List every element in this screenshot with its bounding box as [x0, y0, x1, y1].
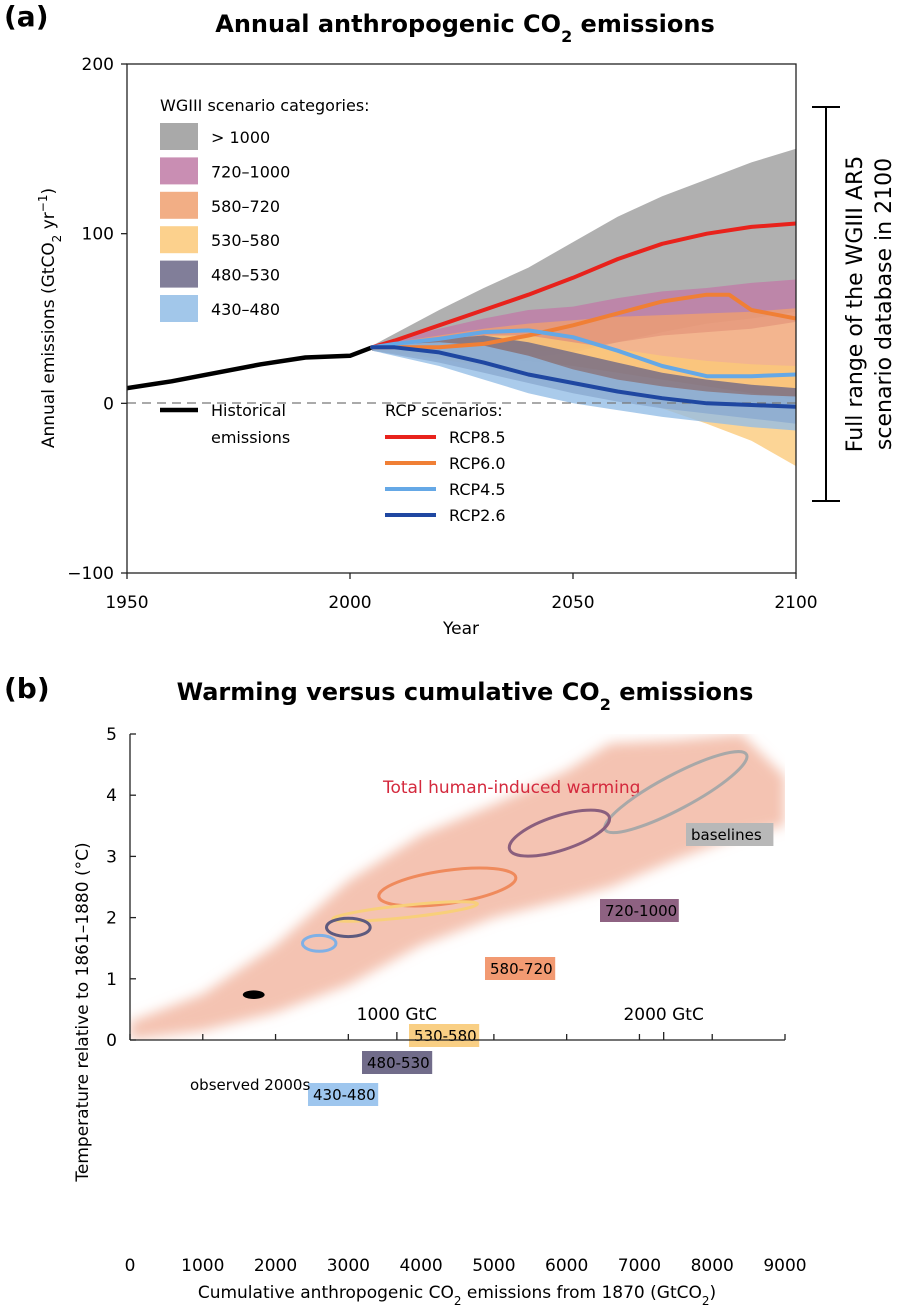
x-tick-label: 5000: [472, 1256, 515, 1276]
series-line-rcp2-6: [370, 345, 796, 409]
panel-a-label: (a): [4, 0, 49, 33]
panel-b-xlabel: Cumulative anthropogenic CO2 emissions f…: [198, 1283, 716, 1308]
ellipse-480-530: [325, 916, 372, 939]
rcp-legend-label-rcp2-6: RCP2.6: [449, 506, 506, 525]
x-tick-label: 3000: [327, 1256, 370, 1276]
label-box-720-1000: [600, 899, 679, 922]
y-tick-label: 0: [106, 1031, 117, 1051]
range-bar: Full range of the WGIII AR5 scenario dat…: [812, 106, 897, 502]
warming-band: [130, 734, 785, 1040]
series-line-rcp4-5: [370, 328, 796, 379]
band-530-580: [372, 335, 796, 467]
category-label-480-530: 480-530: [367, 1054, 430, 1072]
panel-a-legend: WGIII scenario categories: RCP scenarios…: [160, 96, 506, 525]
x-tick-label: 2000: [254, 1256, 297, 1276]
x-tick-label: 1950: [105, 593, 148, 613]
observed-label: observed 2000s: [190, 1076, 310, 1094]
series-line-rcp8-5: [370, 221, 796, 350]
band-legend-label-430-480: 430–480: [211, 300, 280, 319]
band-legend-swatch-580-720: [160, 191, 198, 219]
label-box-530-580: [409, 1024, 480, 1047]
panel-a-ticks: 1950 2000 2050 2100 −100 0 100 200: [67, 55, 817, 613]
band-legend-swatch-430-480: [160, 295, 198, 322]
panel-b-ellipses: [242, 750, 749, 999]
band-legend-label-530-580: 530–580: [211, 231, 280, 250]
category-label-530-580: 530-580: [414, 1027, 477, 1045]
band-legend-swatch-720-1000: [160, 157, 198, 185]
panel-a-xlabel: Year: [442, 619, 479, 639]
category-label-580-720: 580-720: [490, 960, 553, 978]
panel-a-title: Annual anthropogenic CO2 emissions: [215, 10, 714, 46]
y-tick-label: −100: [67, 564, 114, 584]
secondary-tick-label: 2000 GtC: [623, 1005, 703, 1025]
secondary-tick-label: 1000 GtC: [357, 1005, 437, 1025]
observed-dot: [242, 990, 265, 999]
series-line-rcp6-0: [370, 292, 796, 350]
x-tick-label: 2000: [328, 593, 371, 613]
band-legend-swatch-530-580: [160, 226, 198, 254]
historical-legend-label-2: emissions: [211, 428, 290, 447]
x-tick-label: 0: [125, 1256, 136, 1276]
x-tick-label: 1000: [181, 1256, 224, 1276]
label-box-baselines: [686, 823, 774, 846]
label-box-580-720: [485, 957, 556, 980]
y-tick-label: 200: [82, 55, 114, 75]
band-legend-title: WGIII scenario categories:: [160, 96, 370, 115]
band-legend-swatch-480-530: [160, 260, 198, 288]
band-legend-label-720-1000: 720–1000: [211, 162, 290, 181]
panel-b: (b) Warming versus cumulative CO2 emissi…: [4, 672, 807, 1308]
x-tick-label: 6000: [545, 1256, 588, 1276]
rcp-legend-label-rcp4-5: RCP4.5: [449, 480, 506, 499]
panel-a-ylabel: Annual emissions (GtCO2 yr−1): [36, 188, 64, 448]
y-tick-label: 3: [106, 847, 117, 867]
label-box-430-480: [308, 1083, 379, 1106]
y-tick-label: 0: [103, 394, 114, 414]
rcp-legend-title: RCP scenarios:: [385, 401, 503, 420]
ellipse-720-1000: [507, 808, 612, 858]
y-tick-label: 100: [82, 225, 114, 245]
y-tick-label: 4: [106, 786, 117, 806]
category-label-430-480: 430-480: [313, 1086, 376, 1104]
panel-a-frame: [126, 63, 797, 574]
panel-b-title: Warming versus cumulative CO2 emissions: [177, 678, 754, 714]
panel-b-label: (b): [4, 672, 50, 705]
x-tick-label: 2100: [774, 593, 817, 613]
label-box-480-530: [362, 1051, 433, 1074]
range-bar-label-1: Full range of the WGIII AR5: [843, 156, 868, 452]
historical-legend-label-1: Historical: [211, 401, 286, 420]
band-legend-label-580-720: 580–720: [211, 197, 280, 216]
panel-a: (a) Annual anthropogenic CO2 emissions 1…: [4, 0, 897, 639]
historical-line: [127, 345, 374, 391]
x-tick-label: 9000: [763, 1256, 806, 1276]
y-tick-label: 1: [106, 970, 117, 990]
panel-b-labels: baselines 720-1000 580-720 530-580 480-530 43…: [190, 823, 774, 1106]
category-label-720-1000: 720-1000: [605, 902, 677, 920]
band-legend-label-480-530: 480–530: [211, 266, 280, 285]
range-bar-label-2: scenario database in 2100: [872, 158, 897, 450]
ellipse-baselines: [603, 750, 749, 835]
x-tick-label: 8000: [691, 1256, 734, 1276]
category-label-baselines: baselines: [691, 826, 762, 844]
band-legend-label-1000: > 1000: [211, 128, 270, 147]
panel-b-band: [130, 734, 785, 1040]
x-tick-label: 2050: [551, 593, 594, 613]
ellipse-530-580: [331, 900, 479, 923]
panel-b-ticks: 0 1000 2000 3000 4000 5000 6000 7000 8000 9000 0 1 2…: [106, 725, 806, 1276]
x-tick-label: 4000: [399, 1256, 442, 1276]
y-tick-label: 5: [106, 725, 117, 745]
band-label: Total human-induced warming: [382, 778, 640, 798]
rcp-legend-label-rcp8-5: RCP8.5: [449, 428, 506, 447]
x-tick-label: 7000: [618, 1256, 661, 1276]
panel-a-lines: [127, 221, 796, 409]
y-tick-label: 2: [106, 909, 117, 929]
band-legend-swatch-1000: [160, 123, 198, 150]
panel-b-ylabel: Temperature relative to 1861–1880 (°C): [73, 842, 93, 1182]
rcp-legend-label-rcp6-0: RCP6.0: [449, 454, 506, 473]
ellipse-430-480: [300, 933, 338, 953]
